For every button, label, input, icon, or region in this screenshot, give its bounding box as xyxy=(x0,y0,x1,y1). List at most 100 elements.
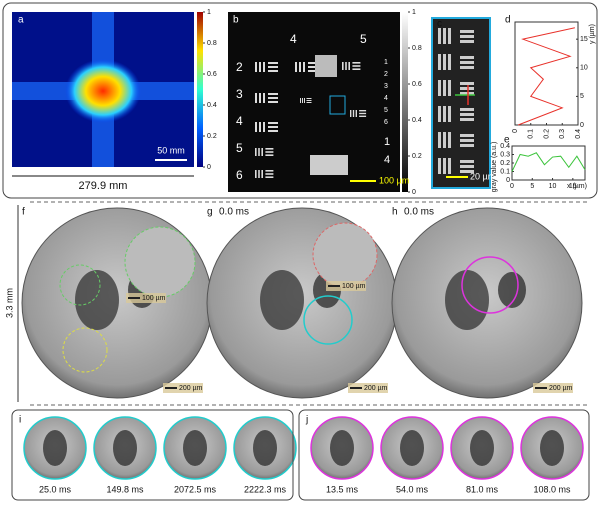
zoom-bar xyxy=(460,35,474,38)
target-bar xyxy=(265,154,274,156)
plot-frame xyxy=(511,145,586,181)
profile-line xyxy=(517,27,575,126)
specimen xyxy=(260,270,304,330)
panel-label: f xyxy=(22,207,25,218)
target-bar xyxy=(359,110,367,112)
target-bar xyxy=(265,151,274,153)
scale-bar xyxy=(328,285,340,287)
x-axis-label: x (µm) xyxy=(567,183,587,190)
panel-label: j xyxy=(305,415,308,426)
scale-bar xyxy=(446,176,468,178)
specimen xyxy=(183,430,207,466)
y-axis-label: y (µm) xyxy=(589,24,596,44)
row-label: 2 xyxy=(384,71,388,78)
roi xyxy=(461,256,519,314)
scale-box xyxy=(126,293,166,303)
zoom-bar xyxy=(460,66,474,69)
group-label: 4 xyxy=(290,32,297,46)
specimen xyxy=(75,270,119,330)
zoom-bar xyxy=(443,132,446,148)
scale-box xyxy=(326,281,366,291)
x-tick-label: 5 xyxy=(530,183,534,190)
target-bar xyxy=(265,173,274,175)
target-bar xyxy=(261,148,263,156)
y-axis-label: gray value (a.u.) xyxy=(491,142,498,193)
target-bar xyxy=(263,93,265,103)
scale-box xyxy=(348,383,388,393)
row-label: 4 xyxy=(384,154,390,166)
x-tick-label: 0.3 xyxy=(559,129,566,139)
zoom-bar xyxy=(438,132,441,148)
row-label: 1 xyxy=(384,59,388,66)
target-bar xyxy=(268,97,278,99)
zoom-bar xyxy=(438,28,441,44)
top-frame xyxy=(2,2,598,199)
row-label: 3 xyxy=(236,87,243,101)
zoom-bar xyxy=(443,28,446,44)
scale-bar xyxy=(128,297,140,299)
target-bar xyxy=(259,122,261,132)
zoom-bar xyxy=(448,80,451,96)
row-label: 6 xyxy=(236,168,243,182)
specimen xyxy=(400,430,424,466)
time-label: 149.8 ms xyxy=(106,484,144,494)
zoom-bar xyxy=(448,158,451,174)
row-label: 6 xyxy=(384,119,388,126)
target-bar xyxy=(265,176,274,178)
target-bar xyxy=(259,62,261,72)
zoom-bar xyxy=(460,87,474,90)
profile-line xyxy=(511,152,586,172)
target-bar xyxy=(359,115,367,117)
time-label: 2072.5 ms xyxy=(174,484,217,494)
target-bar xyxy=(350,110,352,117)
width-label: 279.9 mm xyxy=(79,180,128,192)
x-tick-label: 0.1 xyxy=(528,129,535,139)
panel-label: c xyxy=(437,19,442,30)
y-tick-label: 0 xyxy=(580,122,584,129)
scale-label: 200 µm xyxy=(549,385,573,392)
panel-label: g xyxy=(207,207,213,218)
time-label: 108.0 ms xyxy=(533,484,571,494)
row-label: 5 xyxy=(236,141,243,155)
row-label: 5 xyxy=(384,107,388,114)
x-tick-label: 10 xyxy=(549,183,557,190)
colorbar-tick-label: 0.2 xyxy=(207,133,217,140)
scale-bar xyxy=(535,387,547,389)
specimen xyxy=(253,430,277,466)
target-bar xyxy=(265,148,274,150)
colorbar-tick-label: 1 xyxy=(207,9,211,16)
y-tick-label: 0.4 xyxy=(500,143,510,150)
target-bar xyxy=(268,126,278,128)
zoom-bar xyxy=(460,144,474,147)
row-label: 3 xyxy=(384,83,388,90)
target-bar xyxy=(304,98,305,103)
target-bar xyxy=(306,102,312,103)
target-bar xyxy=(352,68,361,70)
scale-bar xyxy=(165,387,177,389)
zoom-bar xyxy=(443,106,446,122)
x-tick-label: 0 xyxy=(510,183,514,190)
zoom-bar xyxy=(460,113,474,116)
colorbar-tick-label: 0.6 xyxy=(412,81,422,88)
scale-bar xyxy=(350,387,362,389)
zoom-bar xyxy=(460,61,474,64)
colorbar-tick-label: 1 xyxy=(412,9,416,16)
inset xyxy=(124,226,196,298)
zoom-bar xyxy=(443,80,446,96)
scale-box xyxy=(533,383,573,393)
panel-label: b xyxy=(233,15,239,26)
y-tick-label: 15 xyxy=(580,36,588,43)
colorbar-tick-label: 0.8 xyxy=(412,45,422,52)
zoom-image xyxy=(431,17,491,189)
y-tick-label: 0.1 xyxy=(500,168,510,175)
scale-label: 100 µm xyxy=(342,283,366,290)
zoom-bar xyxy=(460,165,474,168)
specimen xyxy=(498,272,526,308)
colorbar-tick-label: 0.6 xyxy=(207,71,217,78)
scale-label: 100 µm xyxy=(142,295,166,302)
target-bar xyxy=(261,170,263,178)
colorbar xyxy=(197,12,203,167)
frame-j xyxy=(298,409,590,501)
colorbar-tick-label: 0.4 xyxy=(412,117,422,124)
panel-label: i xyxy=(19,415,21,426)
